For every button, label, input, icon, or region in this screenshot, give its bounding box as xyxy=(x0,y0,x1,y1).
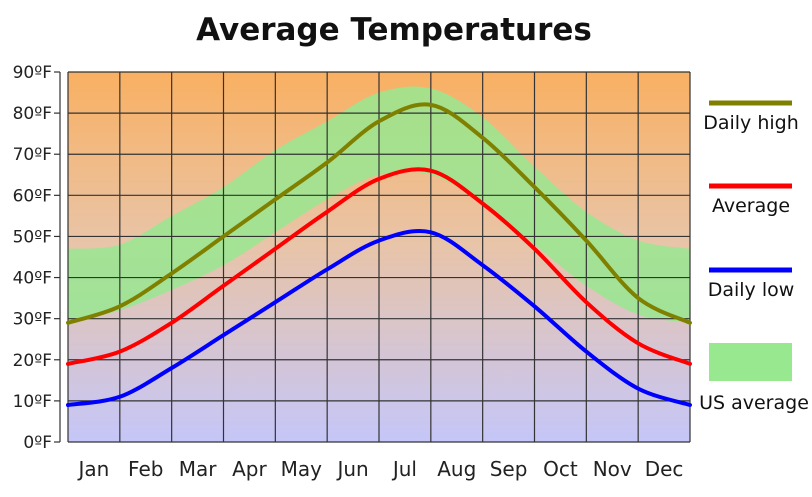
series-lines xyxy=(66,102,692,407)
legend-swatch-us-average xyxy=(709,343,792,381)
y-tick-label: 40ºF xyxy=(13,269,52,289)
legend-swatch-daily-high xyxy=(709,100,792,106)
x-tick-label: Feb xyxy=(128,457,163,481)
chart-title: Average Temperatures xyxy=(196,12,592,48)
x-tick-label: Mar xyxy=(179,457,218,481)
y-axis: 0ºF 10ºF 20ºF 30ºF 40ºF 50ºF 60ºF 70ºF 80ºF 90ºF xyxy=(13,63,61,453)
x-tick-label: Sep xyxy=(490,457,528,481)
y-tick-label: 30ºF xyxy=(13,310,52,330)
legend-swatch-average xyxy=(709,183,792,189)
x-tick-label: Apr xyxy=(232,457,267,481)
x-tick-label: Jun xyxy=(335,457,368,481)
legend-label-daily-low: Daily low xyxy=(708,279,795,301)
y-tick-label: 20ºF xyxy=(13,351,52,371)
y-tick-label: 90ºF xyxy=(13,63,52,83)
y-tick-label: 70ºF xyxy=(13,145,52,165)
y-tick-label: 80ºF xyxy=(13,104,52,124)
y-tick-label: 60ºF xyxy=(13,186,52,206)
x-tick-label: Jan xyxy=(76,457,109,481)
legend-label-daily-high: Daily high xyxy=(703,112,799,134)
series-line-daily-high xyxy=(66,102,692,325)
legend-swatch-daily-low xyxy=(709,267,792,273)
x-tick-label: Jul xyxy=(391,457,417,481)
x-axis: Jan Feb Mar Apr May Jun Jul Aug Sep Oct Nov Dec xyxy=(76,457,683,481)
y-tick-label: 50ºF xyxy=(13,227,52,247)
grid-lines xyxy=(67,71,691,443)
x-tick-label: Dec xyxy=(645,457,684,481)
x-tick-label: May xyxy=(281,457,323,481)
y-tick-label: 10ºF xyxy=(13,392,52,412)
x-tick-label: Nov xyxy=(593,457,632,481)
y-tick-label: 0ºF xyxy=(23,433,52,453)
legend: Daily high Average Daily low US average xyxy=(699,100,809,414)
series-line-daily-low xyxy=(66,228,692,407)
x-tick-label: Aug xyxy=(437,457,476,481)
x-tick-label: Oct xyxy=(543,457,578,481)
legend-label-us-average: US average xyxy=(699,392,809,414)
series-line-average xyxy=(66,167,692,366)
legend-label-average: Average xyxy=(712,195,790,217)
